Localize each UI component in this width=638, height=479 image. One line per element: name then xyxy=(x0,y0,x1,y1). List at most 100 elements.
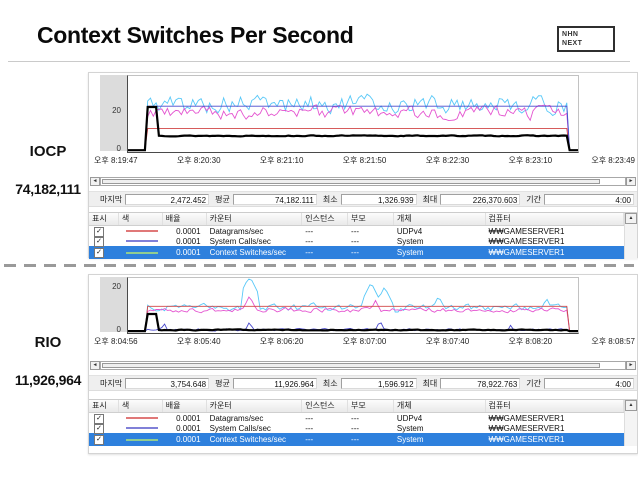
cell-scale: 0.0001 xyxy=(176,226,201,236)
checkbox[interactable]: ✓ xyxy=(94,413,104,424)
scroll-right-button[interactable]: ► xyxy=(626,177,636,186)
chart-area: 오후 8:19:47 오후 8:20:30 오후 8:21:10 오후 8:21:50… xyxy=(89,73,637,177)
cell-computer: ₩₩GAMESERVER1 xyxy=(488,248,565,257)
cell-scale: 0.0001 xyxy=(176,435,201,444)
scroll-up-button[interactable]: ▲ xyxy=(625,400,637,411)
column-header-computer[interactable]: 컴퓨터 xyxy=(486,213,624,225)
cell-instance: --- xyxy=(305,226,314,236)
cell-instance: --- xyxy=(305,435,314,444)
column-header-show[interactable]: 표시 xyxy=(89,400,119,412)
cell-parent: --- xyxy=(351,226,360,236)
scroll-left-button[interactable]: ◄ xyxy=(90,361,100,370)
extra-counter-2-line xyxy=(128,296,578,332)
cell-color xyxy=(119,435,163,444)
column-header-computer[interactable]: 컴퓨터 xyxy=(486,400,624,412)
cell-instance: --- xyxy=(305,236,314,246)
section-value-iocp: 74,182,111 xyxy=(15,181,81,197)
section-label-iocp: IOCP xyxy=(29,143,67,160)
cell-color xyxy=(119,424,163,433)
x-axis-label: 오후 8:21:50 xyxy=(342,156,387,165)
stat-value-3: 226,370.603 xyxy=(440,193,521,205)
cell-parent: --- xyxy=(351,413,360,423)
table-row[interactable]: ✓ 0.0001 Datagrams/sec --- --- UDPv4 ₩₩GAMESER… xyxy=(89,413,637,424)
cell-color xyxy=(119,248,163,257)
column-header-instance[interactable]: 인스턴스 xyxy=(302,213,349,225)
table-row[interactable]: ✓ 0.0001 System Calls/sec --- --- System ₩₩GAM… xyxy=(89,236,637,247)
scrollbar-track[interactable] xyxy=(100,177,626,186)
column-header-parent[interactable]: 부모 xyxy=(348,400,394,412)
section-label-rio: RIO xyxy=(34,334,62,351)
checkbox[interactable]: ✓ xyxy=(94,423,104,434)
stat-value-4: 4:00 xyxy=(544,377,634,389)
column-header-color[interactable]: 색 xyxy=(119,213,163,225)
column-header-scale[interactable]: 배율 xyxy=(163,400,207,412)
dashed-section-divider xyxy=(4,264,634,267)
column-header-counter[interactable]: 카운터 xyxy=(207,213,303,225)
cell-counter: System Calls/sec xyxy=(209,236,271,246)
cell-object: System xyxy=(396,248,424,257)
cell-color xyxy=(119,414,163,423)
cell-counter: System Calls/sec xyxy=(209,423,271,433)
column-header-scale[interactable]: 배율 xyxy=(163,213,207,225)
column-header-parent[interactable]: 부모 xyxy=(348,213,394,225)
scrollbar-thumb[interactable] xyxy=(102,363,600,368)
x-axis-label: 오후 8:23:10 xyxy=(508,156,553,165)
plot-area xyxy=(127,75,579,153)
cell-show: ✓ xyxy=(89,247,119,258)
checkbox[interactable]: ✓ xyxy=(94,248,104,258)
stat-value-2: 1,596.912 xyxy=(340,377,417,389)
plot-area xyxy=(127,277,579,334)
x-axis-labels: 오후 8:04:56 오후 8:05:40 오후 8:06:20 오후 8:07:00… xyxy=(94,336,635,347)
scrollbar-track[interactable] xyxy=(100,361,626,370)
column-header-instance[interactable]: 인스턴스 xyxy=(302,400,349,412)
cell-instance: --- xyxy=(305,248,314,257)
checkbox[interactable]: ✓ xyxy=(94,226,104,237)
column-header-counter[interactable]: 카운터 xyxy=(207,400,303,412)
stat-value-1: 11,926.964 xyxy=(232,377,317,389)
horizontal-scrollbar[interactable]: ◄ ► xyxy=(90,361,636,370)
cell-object: UDPv4 xyxy=(396,226,423,236)
datagrams-per-sec-line xyxy=(128,305,578,332)
x-axis-label: 오후 8:22:30 xyxy=(425,156,470,165)
horizontal-scrollbar[interactable]: ◄ ► xyxy=(90,177,636,186)
cell-counter: Context Switches/sec xyxy=(209,248,287,257)
cell-object: UDPv4 xyxy=(396,413,423,423)
x-axis-label: 오후 8:21:10 xyxy=(259,156,304,165)
cell-scale: 0.0001 xyxy=(176,236,201,246)
scroll-left-button[interactable]: ◄ xyxy=(90,177,100,186)
table-row[interactable]: ✓ 0.0001 System Calls/sec --- --- System ₩₩GAM… xyxy=(89,423,637,434)
stats-bar: 마지막 3,754.648 평균 11,926.964 최소 1,596.912 최대 78,… xyxy=(89,375,637,391)
cell-instance: --- xyxy=(305,413,314,423)
scroll-right-button[interactable]: ► xyxy=(626,361,636,370)
x-axis-label: 오후 8:07:00 xyxy=(342,337,387,346)
table-row[interactable]: ✓ 0.0001 Context Switches/sec --- --- System ₩… xyxy=(89,433,637,446)
cell-parent: --- xyxy=(351,236,360,246)
cell-counter: Context Switches/sec xyxy=(209,435,287,444)
scroll-up-button[interactable]: ▲ xyxy=(625,213,637,224)
column-header-color[interactable]: 색 xyxy=(119,400,163,412)
scrollbar-thumb[interactable] xyxy=(102,179,600,184)
column-header-object[interactable]: 개체 xyxy=(394,400,486,412)
table-row[interactable]: ✓ 0.0001 Context Switches/sec --- --- System ₩… xyxy=(89,246,637,259)
x-axis-label: 오후 8:23:49 xyxy=(591,156,635,165)
column-header-show[interactable]: 표시 xyxy=(89,213,119,225)
counter-color-line xyxy=(125,438,158,441)
vertical-scrollbar[interactable]: ▲ xyxy=(624,400,637,446)
counter-table: 표시 색 배율 카운터 인스턴스 부모 개체 컴퓨터 ✓ 0.0001 Datagrams/sec -… xyxy=(89,399,637,446)
checkbox[interactable]: ✓ xyxy=(94,435,104,445)
section-value-rio: 11,926,964 xyxy=(14,372,82,388)
logo-line-1: NHN xyxy=(562,31,579,38)
table-row[interactable]: ✓ 0.0001 Datagrams/sec --- --- UDPv4 ₩₩GAMESER… xyxy=(89,226,637,237)
y-tick-label: 20 xyxy=(112,106,121,115)
cell-object: System xyxy=(396,435,424,444)
stat-label-0: 마지막 xyxy=(100,194,123,204)
counter-color-line xyxy=(125,240,158,243)
x-axis-label: 오후 8:20:30 xyxy=(176,156,221,165)
checkbox[interactable]: ✓ xyxy=(94,236,104,247)
perfmon-screenshot-iocp: 오후 8:19:47 오후 8:20:30 오후 8:21:10 오후 8:21:50… xyxy=(88,72,638,259)
vertical-scrollbar[interactable]: ▲ xyxy=(624,213,637,259)
cell-color xyxy=(119,227,163,236)
column-header-object[interactable]: 개체 xyxy=(394,213,486,225)
cell-object: System xyxy=(396,236,424,246)
stats-bar: 마지막 2,472.452 평균 74,182.111 최소 1,326.939 최대 226… xyxy=(89,191,637,207)
